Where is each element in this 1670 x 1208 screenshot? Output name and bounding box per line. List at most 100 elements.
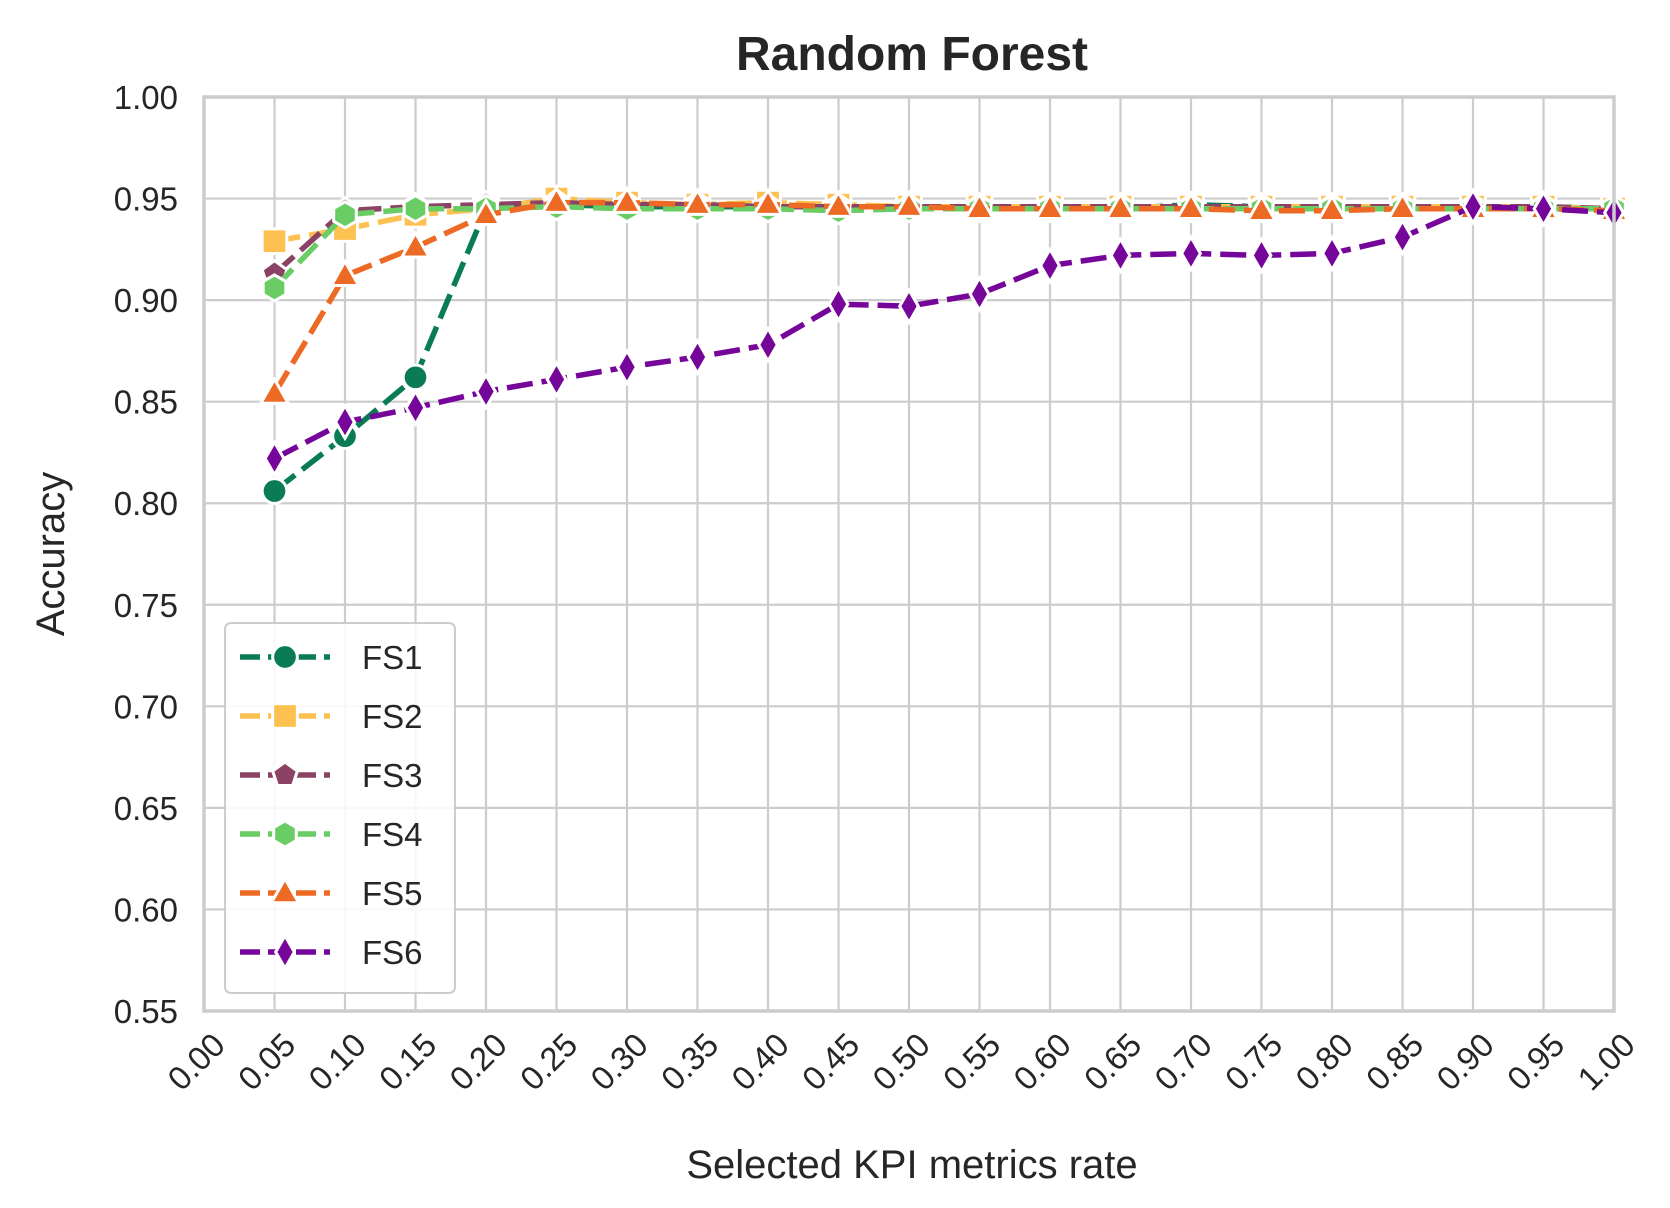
y-tick-label: 0.85 (114, 384, 178, 421)
data-point-triangle (540, 185, 573, 214)
legend-label: FS5 (362, 875, 423, 912)
legend-item: FS2 (240, 698, 423, 735)
data-point-thin-diamond (686, 337, 709, 377)
y-tick-label: 0.55 (114, 993, 178, 1030)
data-point-circle (271, 643, 299, 671)
data-point-triangle (399, 229, 432, 259)
x-tick-label: 0.70 (1147, 1026, 1219, 1098)
plot-frame (202, 95, 1616, 1013)
data-point-thin-diamond (273, 932, 297, 972)
legend-item: FS1 (240, 639, 423, 676)
y-tick-label: 0.70 (114, 688, 178, 725)
x-tick-label: 0.45 (795, 1026, 867, 1098)
data-point-thin-diamond (1320, 234, 1344, 273)
data-point-triangle (963, 191, 996, 220)
data-point-hexagon (272, 819, 298, 849)
data-point-triangle (751, 187, 785, 216)
x-axis-label: Selected KPI metrics rate (686, 1143, 1137, 1187)
legend-item: FS5 (240, 875, 423, 912)
data-point-thin-diamond (897, 286, 921, 326)
y-tick-label: 0.90 (114, 282, 178, 319)
y-tick-label: 0.80 (114, 485, 178, 522)
series-fs5 (258, 185, 1631, 405)
data-point-thin-diamond (333, 402, 357, 442)
data-point-thin-diamond (404, 388, 427, 428)
y-axis-label: Accuracy (29, 472, 73, 637)
chart-title: Random Forest (736, 28, 1088, 81)
x-tick-label: 0.35 (654, 1026, 726, 1098)
x-tick-label: 0.65 (1077, 1026, 1149, 1098)
y-tick-label: 0.95 (114, 181, 178, 218)
y-tick-labels: 0.55 0.60 0.65 0.70 0.75 0.80 0.85 0.90 0.95 1.00 (114, 79, 178, 1030)
series-line (273, 203, 1615, 461)
legend-item: FS4 (240, 816, 423, 853)
x-tick-label: 0.25 (513, 1026, 585, 1098)
data-point-triangle (822, 189, 855, 218)
x-tick-label: 0.85 (1359, 1026, 1431, 1098)
data-point-thin-diamond (1109, 236, 1132, 275)
x-tick-label: 0.55 (936, 1026, 1008, 1098)
x-tick-label: 0.20 (442, 1026, 514, 1098)
data-point-triangle (1315, 193, 1349, 222)
data-point-square (271, 702, 299, 730)
data-point-thin-diamond (756, 325, 780, 365)
data-point-thin-diamond (1391, 217, 1414, 257)
data-point-circle (260, 477, 289, 505)
x-tick-label: 1.00 (1570, 1026, 1642, 1098)
y-tick-label: 1.00 (114, 79, 178, 116)
data-point-thin-diamond (1532, 189, 1555, 228)
y-tick-label: 0.65 (114, 790, 178, 827)
data-point-triangle (1174, 191, 1208, 220)
data-point-triangle (892, 189, 926, 218)
x-tick-label: 0.95 (1500, 1026, 1572, 1098)
data-point-circle (401, 363, 430, 392)
series-fs6 (263, 187, 1626, 478)
data-point-thin-diamond (968, 274, 991, 314)
data-point-thin-diamond (615, 347, 639, 387)
legend-label: FS6 (362, 934, 423, 971)
data-point-triangle (610, 185, 644, 214)
data-point-triangle (1033, 191, 1067, 220)
data-point-triangle (328, 258, 362, 287)
legend-label: FS4 (362, 816, 423, 853)
data-point-triangle (469, 197, 503, 227)
x-tick-label: 0.10 (301, 1026, 373, 1098)
series-fs2 (260, 184, 1628, 256)
data-point-hexagon (261, 273, 288, 303)
data-point-thin-diamond (827, 284, 850, 324)
x-tick-label: 0.15 (372, 1026, 444, 1098)
legend-item: FS6 (240, 932, 423, 972)
legend-item: FS3 (240, 757, 423, 794)
x-tick-label: 0.75 (1218, 1026, 1290, 1098)
data-point-thin-diamond (1179, 234, 1203, 273)
x-tick-label: 0.90 (1429, 1026, 1501, 1098)
y-tick-label: 0.75 (114, 587, 178, 624)
legend: FS1 FS2 FS3 FS4 FS5 FS6 (224, 622, 456, 994)
series-lines (258, 184, 1631, 505)
x-tick-label: 0.00 (160, 1026, 232, 1098)
data-point-thin-diamond (545, 360, 568, 399)
legend-label: FS2 (362, 698, 423, 735)
series-fs1 (260, 190, 1628, 505)
data-point-triangle (268, 875, 302, 905)
x-tick-label: 0.40 (724, 1026, 796, 1098)
series-fs3 (260, 187, 1629, 286)
data-point-hexagon (402, 193, 429, 224)
data-point-thin-diamond (1461, 187, 1485, 226)
data-point-triangle (1104, 191, 1137, 220)
data-point-hexagon (332, 200, 358, 230)
data-point-triangle (1245, 193, 1278, 222)
x-tick-label: 0.60 (1006, 1026, 1078, 1098)
x-tick-label: 0.05 (231, 1026, 303, 1098)
data-point-thin-diamond (1250, 236, 1273, 275)
x-tick-label: 0.30 (583, 1026, 655, 1098)
data-point-thin-diamond (474, 372, 498, 411)
series-line (272, 199, 1615, 395)
x-tick-label: 0.80 (1288, 1026, 1360, 1098)
data-point-pentagon (270, 760, 300, 787)
data-point-square (260, 227, 289, 256)
legend-label: FS3 (362, 757, 423, 794)
y-tick-label: 0.60 (114, 891, 178, 928)
data-point-thin-diamond (1038, 246, 1062, 285)
